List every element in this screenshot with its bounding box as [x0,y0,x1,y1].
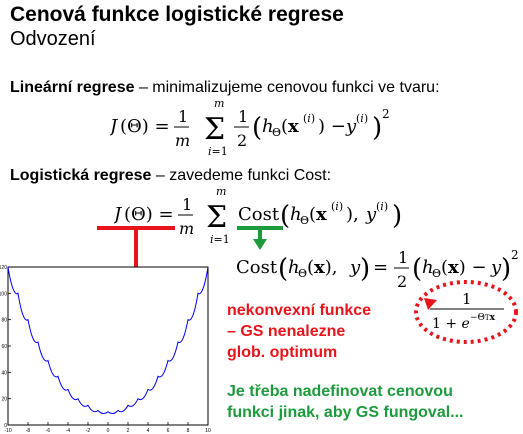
svg-text:1: 1 [182,195,192,214]
redefine-note: Je třeba nadefinovat cenovou funkci jina… [227,381,464,423]
svg-text:2: 2 [237,131,247,150]
sigmoid-callout: 1 1 + e −ΘTx [414,280,518,344]
svg-text:Σ: Σ [204,112,225,147]
svg-text:J: J [114,204,123,225]
svg-text:) −: ) − [318,116,346,137]
x-tick-label: 6 [167,428,170,434]
cost-definition-formula: Cost ( h Θ (x), y ) = 1 2 ( h Θ (x) − y … [236,248,519,291]
svg-text:),: ), [346,204,359,225]
svg-text:h: h [422,257,434,278]
plot-series-line [7,266,209,414]
svg-text:(: ( [252,113,262,143]
svg-text:y: y [349,257,361,278]
linear-regression-text: – minimalizujeme cenovou funkci ve tvaru… [134,79,440,96]
linear-regression-line: Lineární regrese – minimalizujeme cenovo… [10,78,440,98]
svg-text:(i): (i) [303,112,315,125]
y-tick-label: 40 [1,370,7,376]
svg-text:(i): (i) [376,200,388,213]
logistic-regression-line: Logistická regrese – zavedeme funkci Cos… [10,166,331,186]
y-tick-label: 0 [4,423,7,429]
svg-text:(i): (i) [331,200,343,213]
plot-frame [7,266,209,426]
x-tick-label: 4 [147,428,150,434]
linear-cost-formula: J (Θ) = 1 m m Σ i=1 1 2 ( h Θ (x (i) ) −… [110,97,390,158]
nonconvex-cost-plot: 0 20 40 60 80 100 120 -10 -8 -6 -4 -2 0 2 4 6 8 10 [0,265,211,434]
svg-text:Cost: Cost [238,204,280,225]
svg-text:(x),: (x), [307,257,338,278]
svg-text:(Θ) =: (Θ) = [120,116,170,137]
x-tick-label: -8 [26,428,31,434]
svg-text:(i): (i) [356,112,368,125]
y-tick-label: 20 [1,397,7,403]
svg-text:Cost: Cost [236,257,278,278]
svg-text:Θ: Θ [432,267,441,280]
x-tick-label: -2 [86,428,91,434]
redefine-note-line: funkci jinak, aby GS fungoval... [227,404,464,421]
svg-text:h: h [262,116,274,137]
svg-text:y: y [345,116,357,137]
svg-text:h: h [288,257,300,278]
svg-text:m: m [179,219,194,238]
nonconvex-note-line: glob. optimum [227,344,338,361]
svg-text:m: m [216,185,226,198]
svg-text:(x: (x [309,204,327,225]
logistic-cost-formula: J (Θ) = 1 m m Σ i=1 Cost ( h Θ (x (i) ),… [114,185,402,246]
svg-text:(x) −: (x) − [441,257,487,278]
svg-text:Θ: Θ [272,126,281,139]
svg-text:i=1: i=1 [210,233,230,246]
redefine-note-line: Je třeba nadefinovat cenovou [227,383,453,400]
svg-text:2: 2 [511,248,519,262]
x-tick-label: 8 [187,428,190,434]
svg-text:(: ( [412,254,422,284]
x-tick-label: 0 [107,428,110,434]
svg-text:m: m [175,131,190,150]
logistic-regression-text: – zavedeme funkci Cost: [151,167,332,184]
svg-text:Θ: Θ [300,214,309,227]
svg-text:=: = [373,257,388,278]
svg-text:): ) [392,201,402,231]
nonconvex-note: nekonvexní funkce – GS nenalezne glob. o… [227,300,371,363]
svg-text:y: y [490,257,502,278]
x-tick-label: -4 [66,428,71,434]
svg-text:Θ: Θ [298,267,307,280]
nonconvex-note-line: – GS nenalezne [227,323,346,340]
svg-text:Σ: Σ [206,200,227,235]
svg-text:y: y [365,204,377,225]
x-tick-label: 2 [127,428,130,434]
x-tick-label: -10 [4,428,11,434]
svg-text:1: 1 [238,107,248,126]
svg-text:(Θ) =: (Θ) = [124,204,174,225]
svg-text:): ) [360,254,370,284]
nonconvex-note-line: nekonvexní funkce [227,302,372,319]
svg-text:(: ( [278,254,288,284]
svg-text:1: 1 [178,107,188,126]
svg-text:−ΘTx: −ΘTx [470,313,496,323]
svg-text:): ) [372,113,382,143]
svg-text:): ) [501,254,511,284]
y-tick-label: 80 [1,318,7,324]
y-tick-label: 60 [1,344,7,350]
linear-regression-label: Lineární regrese [10,79,135,96]
logistic-regression-label: Logistická regrese [10,167,152,184]
svg-text:1: 1 [398,248,408,267]
svg-text:(x: (x [281,116,299,137]
y-tick-label: 100 [0,291,7,297]
y-tick-label: 120 [0,265,7,271]
svg-text:h: h [290,204,302,225]
svg-text:1 + e: 1 + e [432,316,470,332]
slide-title: Cenová funkce logistické regrese [10,3,344,26]
svg-text:i=1: i=1 [208,145,228,158]
x-tick-label: -6 [46,428,51,434]
svg-text:J: J [110,116,119,137]
svg-text:2: 2 [382,107,390,121]
svg-text:(: ( [280,201,290,231]
x-tick-label: 10 [205,428,211,434]
slide-subtitle: Odvození [10,28,96,50]
svg-text:1: 1 [462,290,472,308]
svg-text:2: 2 [397,272,407,291]
svg-text:m: m [214,97,224,110]
